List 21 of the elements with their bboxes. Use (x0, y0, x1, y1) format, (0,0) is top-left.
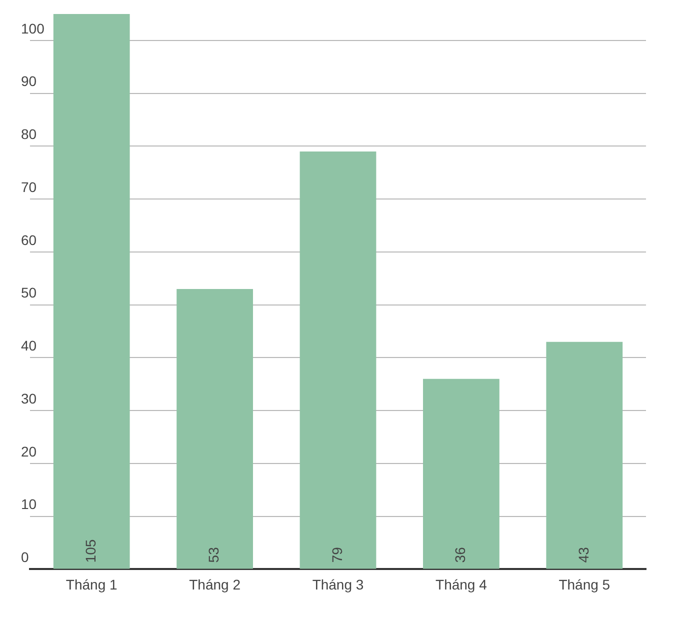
x-tick-label: Tháng 5 (558, 576, 610, 592)
y-tick-label: 50 (21, 284, 37, 301)
y-tick-label: 100 (21, 20, 45, 36)
y-tick-label: 60 (21, 232, 37, 248)
data-label: 53 (206, 546, 222, 563)
y-tick-label: 80 (21, 126, 37, 142)
data-label: 79 (328, 546, 345, 563)
x-tick-label: Tháng 1 (66, 576, 118, 592)
y-tick-label: 90 (21, 73, 37, 90)
data-label: 105 (82, 539, 98, 563)
y-tick-label: 40 (21, 338, 37, 354)
y-tick-label: 10 (21, 496, 37, 512)
data-label: 43 (575, 546, 592, 563)
data-label: 36 (452, 546, 468, 563)
x-tick-label: Tháng 3 (312, 576, 364, 592)
y-tick-label: 70 (21, 178, 37, 195)
x-tick-label: Tháng 2 (189, 576, 241, 592)
y-tick-label: 0 (21, 549, 29, 566)
y-tick-label: 30 (21, 390, 37, 406)
y-tick-label: 20 (21, 443, 37, 460)
x-tick-label: Tháng 4 (436, 576, 488, 592)
